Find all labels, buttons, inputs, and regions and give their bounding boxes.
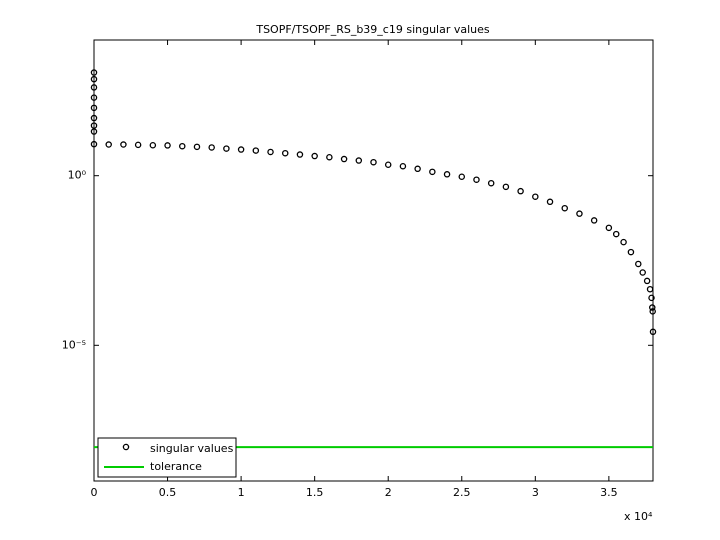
data-point <box>443 171 451 178</box>
data-point <box>502 183 510 191</box>
data-point <box>164 142 171 149</box>
x-tick-label: 3 <box>532 486 539 499</box>
data-point <box>649 308 656 315</box>
data-point <box>193 143 201 151</box>
data-point <box>639 269 646 276</box>
data-point <box>590 217 598 224</box>
data-point <box>326 153 333 161</box>
data-point <box>90 75 98 83</box>
data-point <box>648 294 655 302</box>
x-tick-label: 1 <box>238 486 245 499</box>
data-point <box>399 162 407 170</box>
legend-box <box>97 437 237 478</box>
data-point <box>134 141 142 149</box>
data-point <box>561 204 568 212</box>
data-point <box>576 210 583 217</box>
data-point <box>532 193 539 200</box>
data-point <box>179 142 186 150</box>
data-point <box>340 155 348 163</box>
plot-frame <box>93 39 654 482</box>
data-point <box>473 176 480 183</box>
data-point <box>649 304 656 311</box>
data-point <box>105 141 112 148</box>
data-point <box>646 285 654 293</box>
data-point <box>649 328 657 336</box>
data-point <box>384 161 392 169</box>
data-point <box>517 187 524 195</box>
x-tick-label: 2.5 <box>453 486 471 499</box>
data-point <box>90 84 98 91</box>
data-point <box>429 168 436 176</box>
data-point <box>296 151 304 158</box>
data-point <box>311 152 318 160</box>
data-point <box>237 146 245 153</box>
x-multiplier: x 10⁴ <box>624 510 653 523</box>
data-point <box>355 157 363 164</box>
data-point <box>620 238 627 246</box>
data-point <box>90 104 98 112</box>
x-tick-label: 0 <box>91 486 98 499</box>
data-point <box>281 149 289 157</box>
data-point <box>120 141 127 148</box>
data-point <box>627 248 635 256</box>
data-point <box>458 173 466 181</box>
x-tick-label: 3.5 <box>600 486 618 499</box>
x-tick-label: 1.5 <box>306 486 324 499</box>
data-point <box>223 145 230 152</box>
data-point <box>149 141 157 149</box>
data-point <box>90 140 98 148</box>
data-point <box>90 69 98 76</box>
y-tick-label: 10⁰ <box>68 169 87 182</box>
legend-label: singular values <box>150 442 234 455</box>
data-point <box>90 128 98 135</box>
data-point <box>90 122 98 129</box>
data-point <box>487 179 495 187</box>
chart-title: TSOPF/TSOPF_RS_b39_c19 singular values <box>255 23 490 36</box>
data-point <box>605 224 613 232</box>
data-point <box>635 260 642 268</box>
x-tick-label: 2 <box>385 486 392 499</box>
legend-marker <box>122 443 130 451</box>
data-point <box>252 147 260 154</box>
data-point <box>90 94 98 101</box>
data-point <box>370 158 377 166</box>
data-point <box>267 148 274 156</box>
data-point <box>612 230 620 238</box>
legend-label: tolerance <box>150 460 202 473</box>
x-tick-label: 0.5 <box>159 486 177 499</box>
data-point <box>643 277 651 285</box>
data-point <box>208 144 215 151</box>
y-tick-label: 10⁻⁵ <box>62 338 86 351</box>
data-point <box>414 165 421 173</box>
data-point <box>90 114 98 122</box>
data-point <box>546 198 554 206</box>
